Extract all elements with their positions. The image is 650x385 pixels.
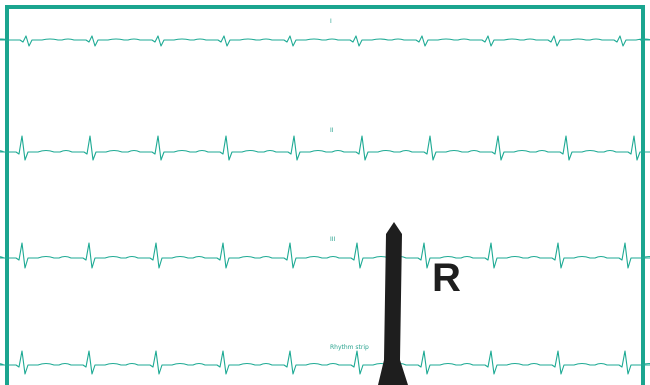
r-wave-label: R bbox=[432, 256, 461, 300]
ecg-trace-row-2 bbox=[0, 135, 650, 161]
ecg-trace-row-4 bbox=[0, 350, 650, 375]
lead-label-iii: III bbox=[330, 236, 336, 243]
lead-label-ii: II bbox=[330, 127, 334, 134]
figure-border bbox=[5, 5, 645, 385]
ecg-trace-row-1 bbox=[0, 35, 650, 47]
ecg-trace-row-3 bbox=[0, 242, 650, 269]
lead-label-i: I bbox=[330, 18, 332, 25]
r-wave-arrow bbox=[378, 222, 408, 385]
ecg-traces bbox=[0, 35, 650, 375]
lead-label-rhythm: Rhythm strip bbox=[330, 344, 369, 351]
